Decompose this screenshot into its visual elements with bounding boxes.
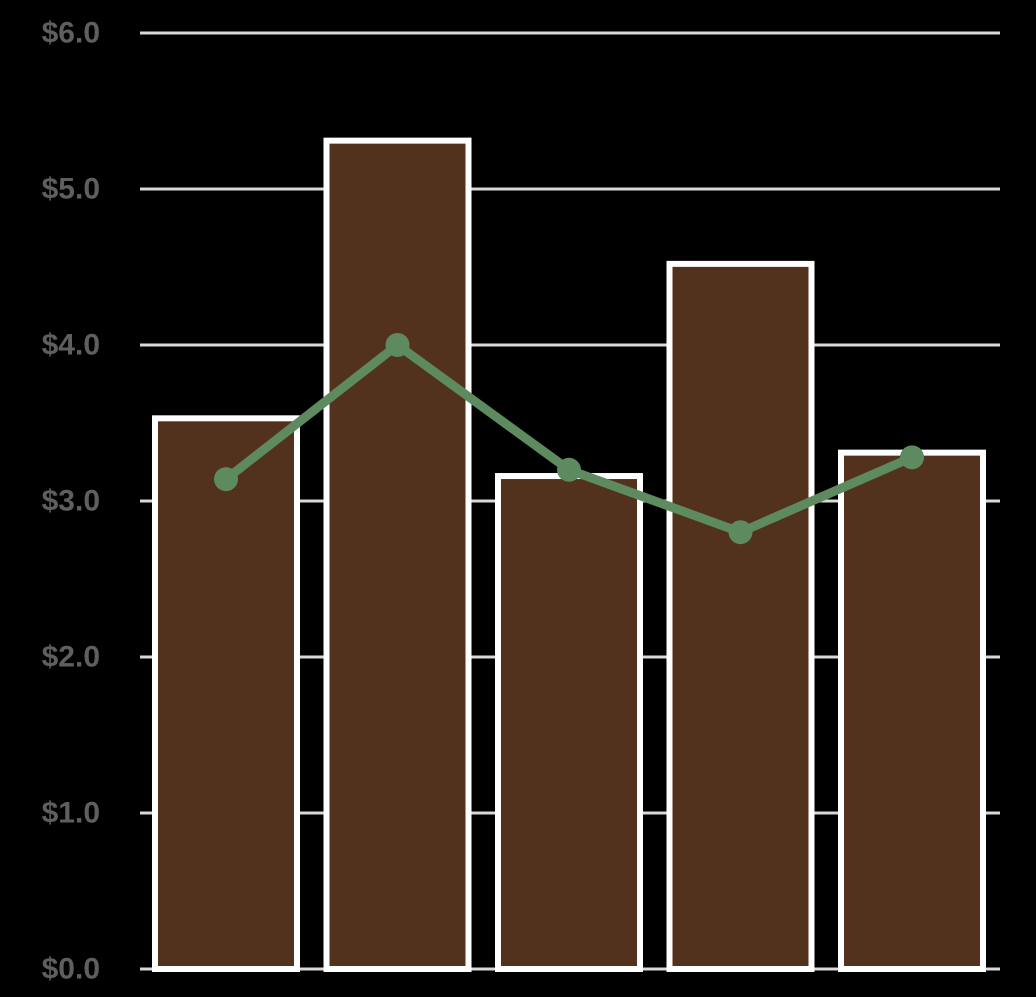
line-series [214,333,924,545]
line-point [214,467,238,492]
line-point [557,457,581,482]
line-point [385,333,410,357]
y-tick-label: $6.0 [42,17,100,50]
y-tick-label: $1.0 [42,797,100,830]
line-point [728,520,753,545]
bar-series [152,137,986,972]
y-tick-label: $2.0 [42,641,100,674]
bar [838,449,986,972]
bar [152,415,300,972]
bar [323,137,472,972]
bar [495,473,643,972]
y-tick-label: $5.0 [42,173,100,206]
y-tick-label: $4.0 [42,329,100,362]
y-tick-label: $0.0 [42,953,100,986]
bar [666,260,815,972]
y-tick-label: $3.0 [42,485,100,518]
line-point [900,445,924,470]
y-axis-tick-labels: $0.0 $1.0 $2.0 $3.0 $4.0 $5.0 $6.0 [42,17,100,986]
